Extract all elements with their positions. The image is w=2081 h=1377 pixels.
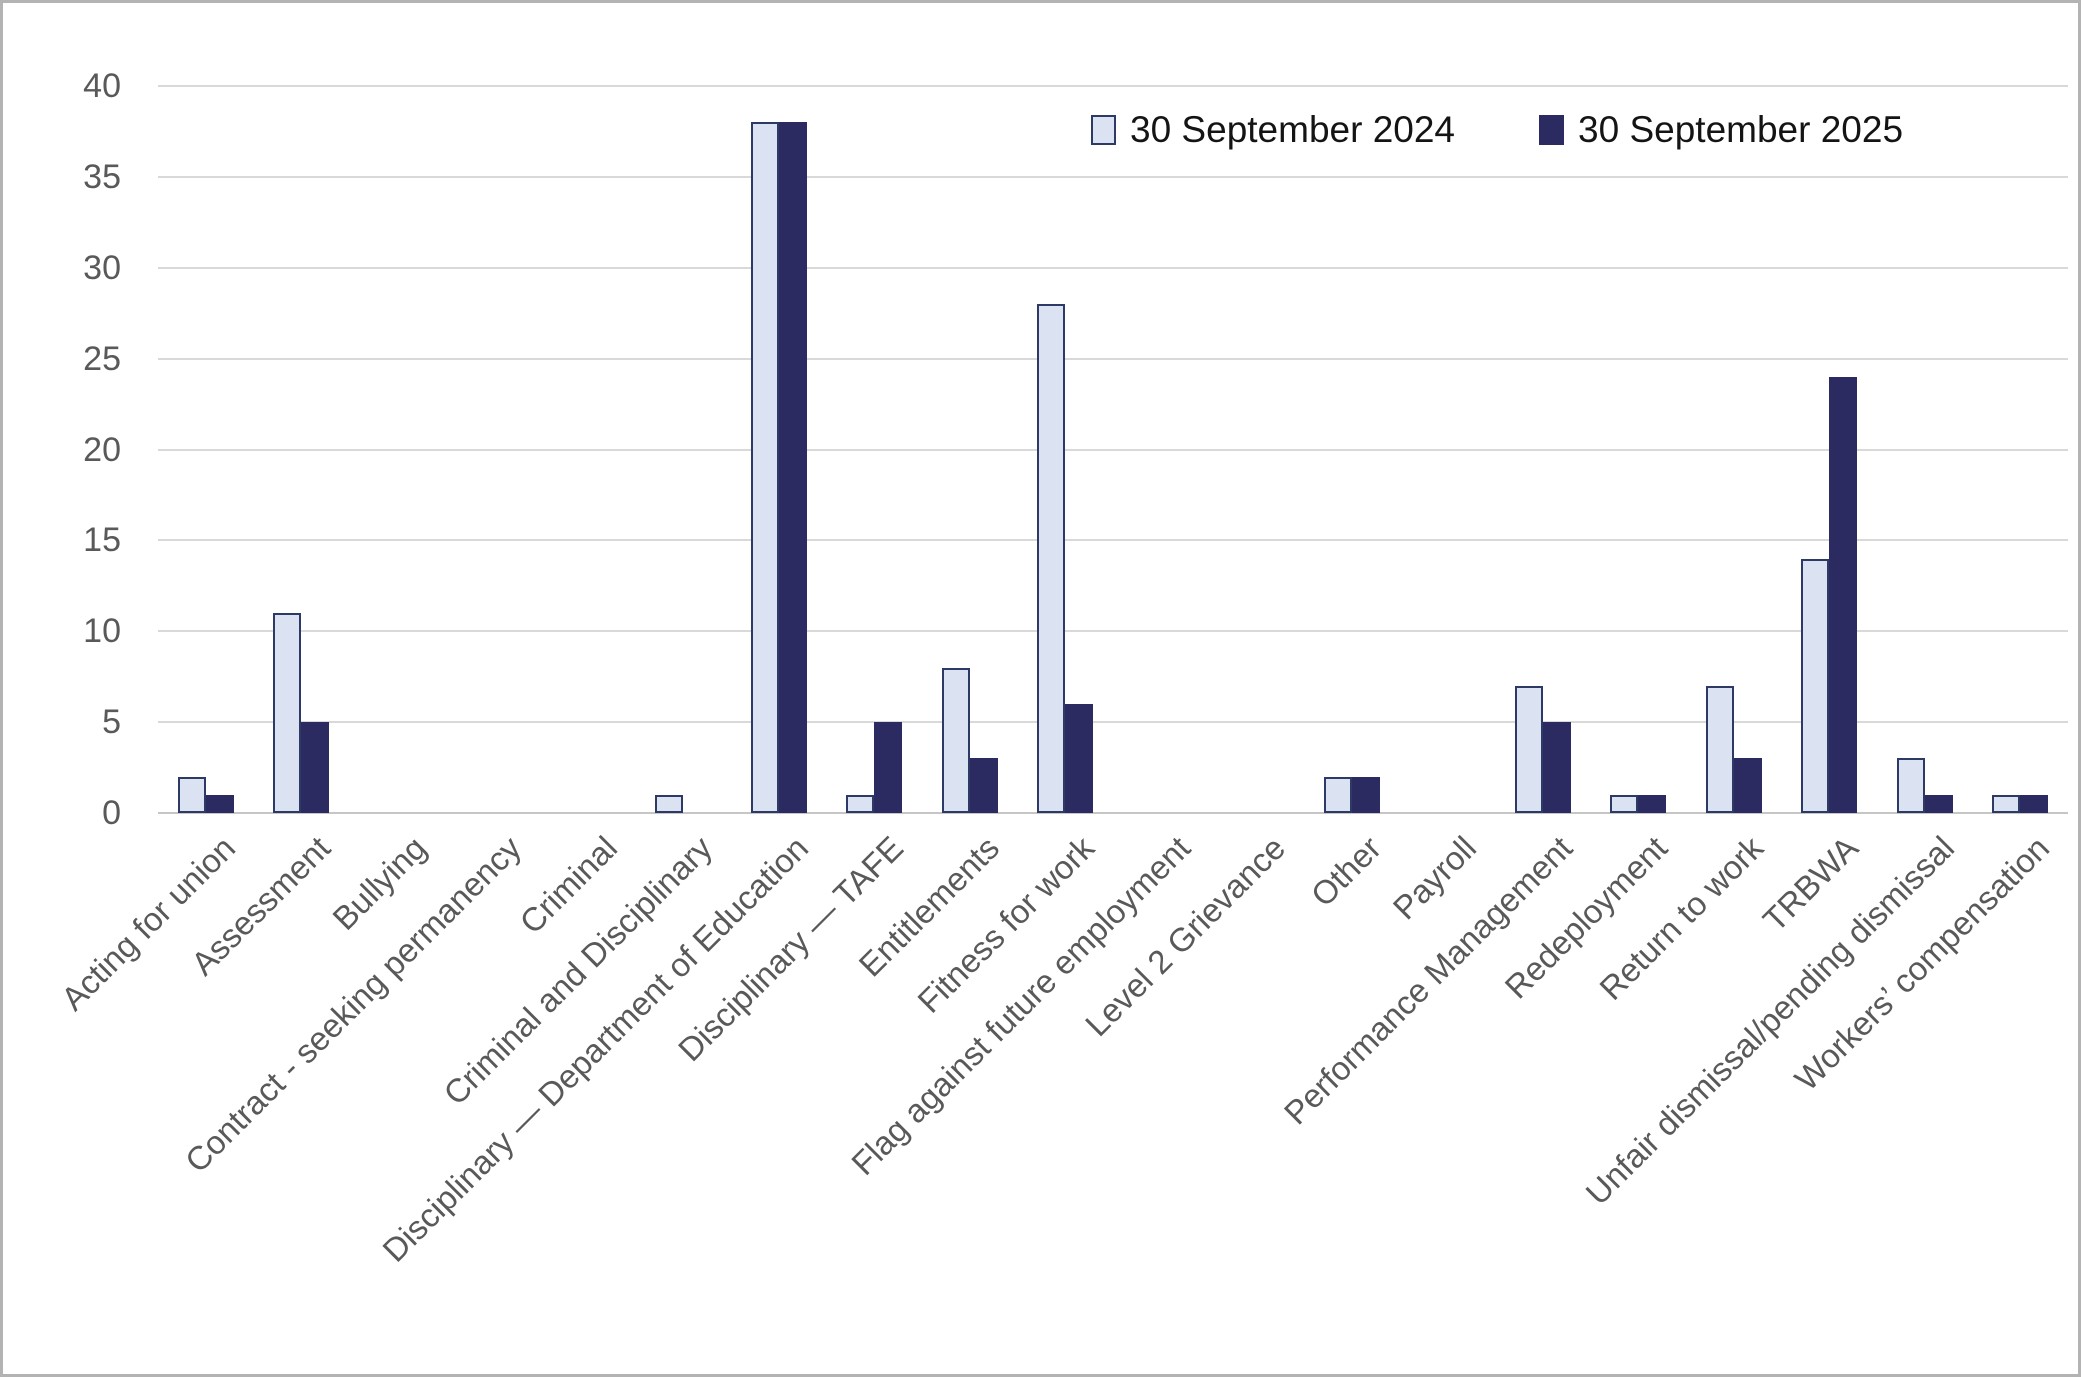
gridline-20 <box>158 448 2068 451</box>
y-tick-label-10: 10 <box>83 612 121 651</box>
bar-2025 <box>1542 722 1571 813</box>
category-slot <box>540 86 636 813</box>
bar-2025 <box>1351 776 1380 813</box>
category-slot <box>1973 86 2069 813</box>
category-slot <box>1782 86 1878 813</box>
category-slot <box>1018 86 1114 813</box>
bar-2024 <box>1323 776 1352 813</box>
bar-2024 <box>177 776 206 813</box>
bar-2024 <box>846 794 875 813</box>
y-tick-label-35: 35 <box>83 157 121 196</box>
category-slot <box>349 86 445 813</box>
gridline-40 <box>158 85 2068 87</box>
bar-2025 <box>1733 758 1762 813</box>
bar-2025 <box>969 758 998 813</box>
plot-area <box>158 85 2068 814</box>
y-tick-label-25: 25 <box>83 339 121 378</box>
category-slot <box>445 86 541 813</box>
bar-2024 <box>941 667 970 813</box>
category-slot <box>1495 86 1591 813</box>
bar-2024 <box>1705 685 1734 813</box>
legend: 30 September 2024 30 September 2025 <box>1091 109 1903 151</box>
gridline-15 <box>158 539 2068 542</box>
bar-2024 <box>655 794 684 813</box>
legend-label-2025: 30 September 2025 <box>1578 109 1904 150</box>
category-slot <box>922 86 1018 813</box>
category-slot <box>731 86 827 813</box>
gridline-25 <box>158 357 2068 360</box>
y-tick-label-0: 0 <box>102 794 121 832</box>
bar-2025 <box>2020 794 2049 813</box>
bar-2024 <box>750 122 779 813</box>
category-slot <box>254 86 350 813</box>
y-tick-label-20: 20 <box>83 430 121 469</box>
category-slot <box>1686 86 1782 813</box>
bar-2024 <box>1992 794 2021 813</box>
bar-2025 <box>1829 376 1858 813</box>
category-slot <box>827 86 923 813</box>
category-slot <box>1591 86 1687 813</box>
gridline-30 <box>158 266 2068 269</box>
bar-2024 <box>1514 685 1543 813</box>
category-slot <box>1113 86 1209 813</box>
y-tick-label-5: 5 <box>102 703 121 742</box>
bar-2025 <box>1065 703 1094 813</box>
legend-label-2024: 30 September 2024 <box>1130 109 1456 150</box>
bar-2024 <box>1610 794 1639 813</box>
bar-2025 <box>874 722 903 813</box>
bars-layer <box>158 86 2068 813</box>
legend-item-2024: 30 September 2024 <box>1091 109 1455 151</box>
bar-2025 <box>301 722 330 813</box>
category-slot <box>1400 86 1496 813</box>
category-slot <box>158 86 254 813</box>
bar-2025 <box>205 794 234 813</box>
category-slot <box>1304 86 1400 813</box>
y-tick-label-40: 40 <box>83 67 121 105</box>
bar-2024 <box>1896 758 1925 813</box>
bar-2025 <box>1924 794 1953 813</box>
legend-item-2025: 30 September 2025 <box>1539 109 1903 151</box>
gridline-35 <box>158 175 2068 178</box>
bar-2025 <box>1638 794 1667 813</box>
category-slot <box>636 86 732 813</box>
gridline-10 <box>158 630 2068 633</box>
y-tick-label-15: 15 <box>83 521 121 560</box>
gridline-5 <box>158 721 2068 724</box>
y-tick-label-30: 30 <box>83 248 121 287</box>
gridline-0 <box>158 812 2068 814</box>
bar-2024 <box>1801 558 1830 813</box>
bar-2024 <box>1037 304 1066 813</box>
category-slot <box>1209 86 1305 813</box>
bar-2025 <box>778 122 807 813</box>
legend-swatch-2025 <box>1539 115 1565 145</box>
bar-2024 <box>273 613 302 813</box>
category-slot <box>1877 86 1973 813</box>
legend-swatch-2024 <box>1091 115 1116 145</box>
